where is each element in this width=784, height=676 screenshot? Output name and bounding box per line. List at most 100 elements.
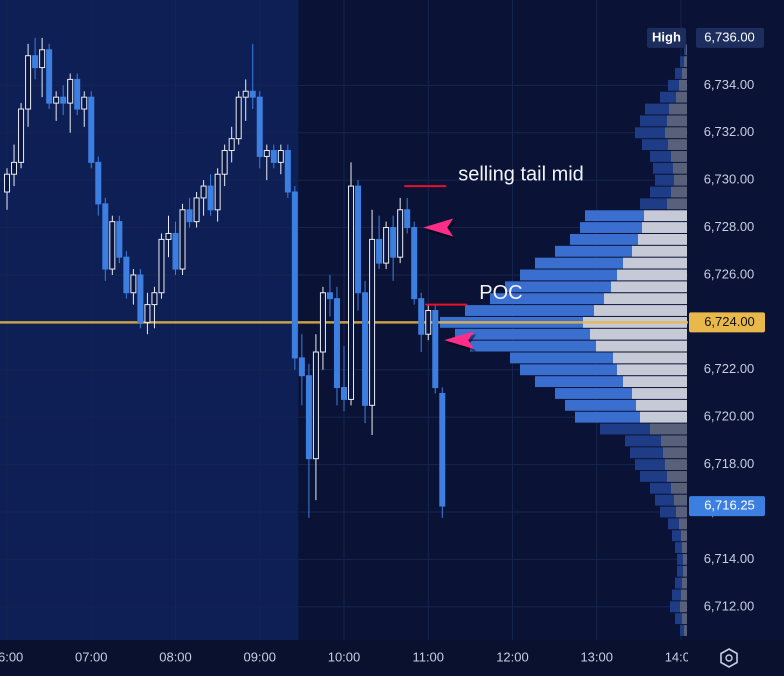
profile-buy (535, 257, 623, 269)
profile-sell (632, 388, 687, 399)
profile-buy (670, 601, 680, 613)
candle-body (53, 96, 60, 104)
candle-body (158, 238, 165, 294)
profile-buy (675, 613, 682, 625)
profile-sell (623, 257, 687, 269)
candle-body (130, 274, 137, 294)
profile-buy (684, 44, 686, 56)
candle-body (165, 232, 172, 240)
candle-body (256, 96, 263, 157)
candle-body (242, 90, 249, 98)
profile-sell (679, 79, 687, 91)
profile-buy (655, 174, 674, 186)
price-badge-label: 6,716.25 (704, 498, 755, 513)
profile-sell (667, 471, 687, 482)
profile-buy (675, 577, 682, 589)
candle-body (333, 298, 340, 389)
plot-area: selling tail mid POC (0, 0, 688, 640)
profile-sell (613, 352, 687, 364)
x-tick-label: 10:00 (328, 649, 361, 664)
candle-body (214, 173, 221, 211)
profile-sell (668, 139, 687, 151)
profile-sell (683, 565, 687, 577)
y-tick-label: 6,714.00 (704, 551, 755, 566)
candle-body (326, 292, 333, 300)
profile-buy (650, 482, 671, 494)
profile-sell (671, 186, 687, 198)
x-tick-label: 09:00 (243, 649, 276, 664)
candle-body (404, 209, 411, 229)
candle-body (144, 304, 151, 323)
candle-body (221, 150, 228, 175)
candle-body (348, 185, 355, 400)
candle-body (432, 310, 439, 389)
profile-buy (565, 399, 636, 411)
profile-sell (632, 245, 687, 257)
candle-body (67, 78, 74, 104)
profile-sell (642, 222, 687, 233)
profile-buy (580, 222, 642, 233)
candle-body (179, 209, 186, 270)
price-badge-bg (689, 496, 765, 517)
arrow (444, 331, 475, 350)
candle-body (319, 292, 326, 353)
profile-buy (535, 376, 623, 388)
profile-buy (635, 459, 665, 471)
profile-sell (674, 174, 687, 186)
candle-body (151, 292, 158, 306)
profile-buy (672, 530, 681, 542)
profile-buy (520, 364, 617, 376)
candle-body (95, 161, 102, 205)
profile-sell (665, 127, 687, 139)
profile-sell (676, 91, 687, 103)
profile-buy (675, 542, 682, 553)
x-tick-label: 06:00 (0, 649, 23, 664)
candle-body (39, 49, 46, 69)
price-badge-bg (696, 27, 764, 48)
profile-buy (675, 68, 682, 79)
profile-sell (680, 601, 687, 613)
profile-sell (682, 613, 687, 625)
profile-sell (667, 115, 687, 127)
annotation-text: selling tail mid (458, 163, 584, 185)
profile-sell (644, 210, 687, 222)
profile-sell (623, 376, 687, 388)
profile-buy (680, 56, 684, 68)
candle-body (137, 274, 144, 323)
profile-buy (555, 245, 632, 257)
profile-sell (669, 103, 687, 115)
candle-body (46, 49, 53, 104)
profile-sell (682, 542, 687, 553)
profile-buy (575, 411, 640, 423)
candle-body (11, 161, 18, 175)
candle-body (172, 232, 179, 270)
x-tick-label: 11:00 (412, 649, 444, 664)
profile-buy (655, 494, 674, 506)
candle-body (376, 238, 383, 264)
price-badge-label: 6,736.00 (704, 29, 755, 44)
candle-body (235, 96, 242, 140)
candle-body (18, 108, 25, 163)
candle-body (390, 227, 397, 258)
y-tick-label: 6,712.00 (704, 598, 755, 613)
profile-buy (625, 435, 661, 447)
y-tick-label: 6,732.00 (704, 124, 755, 139)
candle-body (88, 96, 95, 163)
profile-sell (683, 553, 687, 565)
profile-sell (679, 518, 687, 530)
profile-buy (650, 186, 671, 198)
candle-body (109, 221, 116, 270)
price-axis: 6,712.006,714.006,716.006,718.006,720.00… (647, 27, 765, 613)
profile-buy (455, 328, 590, 340)
candle-body (298, 357, 305, 377)
settings-icon[interactable] (720, 648, 738, 668)
candle-body (186, 209, 193, 223)
candle-body (102, 203, 109, 270)
profile-sell (682, 68, 687, 79)
candle-body (397, 209, 404, 258)
candle-body (74, 78, 81, 110)
candle-body (383, 227, 390, 264)
y-tick-label: 6,726.00 (704, 266, 755, 281)
profile-sell (650, 423, 687, 435)
profile-buy (470, 340, 596, 352)
